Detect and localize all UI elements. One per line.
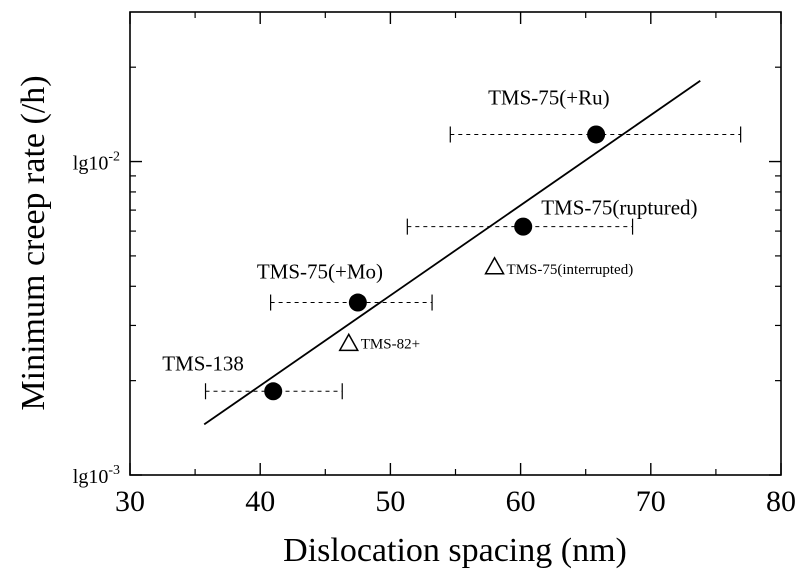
data-point-triangle bbox=[338, 332, 360, 352]
y-tick-base: lg10 bbox=[73, 466, 109, 488]
data-point-circle bbox=[348, 293, 367, 312]
x-tick-labels: 30 40 50 60 70 80 bbox=[115, 485, 796, 518]
point-label: TMS-75(interrupted) bbox=[507, 262, 634, 278]
data-point-triangle bbox=[484, 256, 505, 275]
data-point-circle bbox=[587, 125, 606, 144]
point-labels: TMS-138 TMS-75(+Mo) TMS-75(ruptured) TMS-75… bbox=[162, 85, 697, 375]
x-axis-label: Dislocation spacing (nm) bbox=[283, 532, 627, 569]
y-tick-base: lg10 bbox=[73, 153, 109, 175]
data-markers bbox=[264, 125, 606, 401]
x-tick-label: 80 bbox=[766, 485, 796, 518]
x-tick-label: 60 bbox=[506, 485, 536, 518]
plot-frame bbox=[129, 11, 782, 476]
x-tick-label: 50 bbox=[375, 485, 405, 518]
y-axis-label: Minimum creep rate (/h) bbox=[15, 75, 52, 410]
x-tick-label: 30 bbox=[115, 485, 145, 518]
point-label: TMS-82+ bbox=[361, 336, 420, 352]
data-point-circle bbox=[514, 217, 533, 236]
axis-ticks bbox=[129, 12, 782, 476]
y-tick-exponent: -3 bbox=[108, 463, 120, 478]
point-label: TMS-75(+Ru) bbox=[488, 85, 610, 109]
point-label: TMS-138 bbox=[162, 351, 244, 375]
fit-line bbox=[203, 80, 701, 426]
x-tick-label: 70 bbox=[636, 485, 666, 518]
y-tick-label: lg10-3 bbox=[73, 463, 120, 488]
x-tick-label: 40 bbox=[245, 485, 275, 518]
y-tick-label: lg10-2 bbox=[73, 150, 120, 175]
data-point-circle bbox=[264, 382, 283, 401]
point-label: TMS-75(ruptured) bbox=[541, 196, 697, 220]
fit-line-group bbox=[203, 80, 701, 426]
point-label: TMS-75(+Mo) bbox=[257, 260, 383, 284]
y-tick-exponent: -2 bbox=[108, 150, 120, 165]
